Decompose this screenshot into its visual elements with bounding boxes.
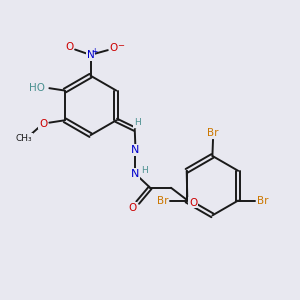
- Text: O: O: [110, 43, 118, 53]
- Text: N: N: [131, 145, 140, 155]
- Text: O: O: [128, 203, 136, 213]
- Text: O: O: [65, 42, 73, 52]
- Text: Br: Br: [257, 196, 268, 206]
- Text: N: N: [87, 50, 94, 60]
- Text: Br: Br: [207, 128, 219, 138]
- Text: H: H: [141, 166, 148, 175]
- Text: O: O: [39, 118, 47, 128]
- Text: CH₃: CH₃: [16, 134, 32, 142]
- Text: O: O: [189, 198, 197, 208]
- Text: N: N: [131, 169, 140, 179]
- Text: Br: Br: [157, 196, 168, 206]
- Text: −: −: [117, 41, 124, 50]
- Text: HO: HO: [29, 82, 46, 93]
- Text: H: H: [134, 118, 140, 127]
- Text: +: +: [92, 47, 98, 56]
